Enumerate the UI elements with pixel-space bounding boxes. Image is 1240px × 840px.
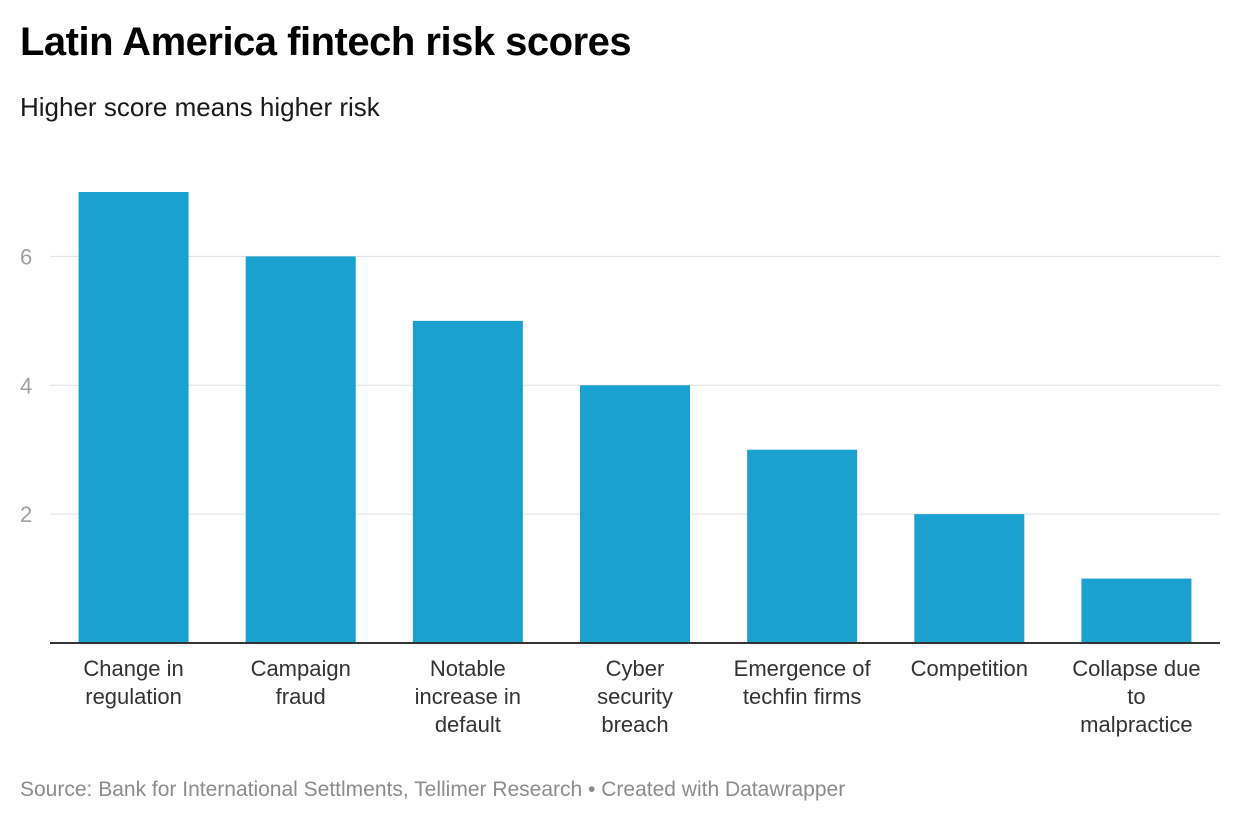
x-tick-label-line: Cyber [606,656,665,681]
bar [78,192,189,643]
x-tick-label-line: fraud [276,684,326,709]
x-tick-label-line: increase in [415,684,521,709]
bar [245,256,356,643]
bars [78,192,1192,643]
bar [412,320,523,643]
x-tick-label: Campaign fraud [251,656,351,709]
y-tick-label: 2 [20,502,32,527]
x-tick-label: Notable increase in default [415,656,521,737]
x-tick-label-line: Campaign [251,656,351,681]
x-tick-label: Change in regulation [83,656,183,709]
x-tick-label: Cyber security breach [597,656,673,737]
x-tick-label: Collapse due to malpractice [1072,656,1200,737]
y-tick-label: 6 [20,244,32,269]
x-tick-label: Emergence of techfin firms [734,656,872,709]
x-tick-label-line: Change in [83,656,183,681]
bar [747,449,858,643]
chart-title: Latin America fintech risk scores [20,20,632,64]
x-tick-label-line: security [597,684,673,709]
x-tick-label-line: Collapse due [1072,656,1200,681]
source-note: Source: Bank for International Settlment… [20,778,846,801]
bar [1081,578,1192,643]
x-axis-labels: Change in regulation Campaign fraud Notable i… [83,656,1200,737]
x-tick-label-line: default [435,712,501,737]
y-tick-label: 4 [20,373,32,398]
y-axis-ticks: 2 4 6 [20,244,32,527]
bar-chart: 2 4 6 Change in regulation Campaign fraud Nota… [20,192,1220,737]
x-tick-label-line: to [1127,684,1145,709]
x-tick-label-line: regulation [85,684,182,709]
x-tick-label-line: Notable [430,656,506,681]
x-tick-label-line: techfin firms [743,684,862,709]
x-tick-label-line: breach [601,712,668,737]
x-tick-label-line: Emergence of [734,656,872,681]
x-tick-label: Competition [911,656,1028,681]
bar [914,514,1025,643]
chart-subtitle: Higher score means higher risk [20,92,380,122]
x-tick-label-line: malpractice [1080,712,1192,737]
x-tick-label-line: Competition [911,656,1028,681]
bar [580,385,690,643]
